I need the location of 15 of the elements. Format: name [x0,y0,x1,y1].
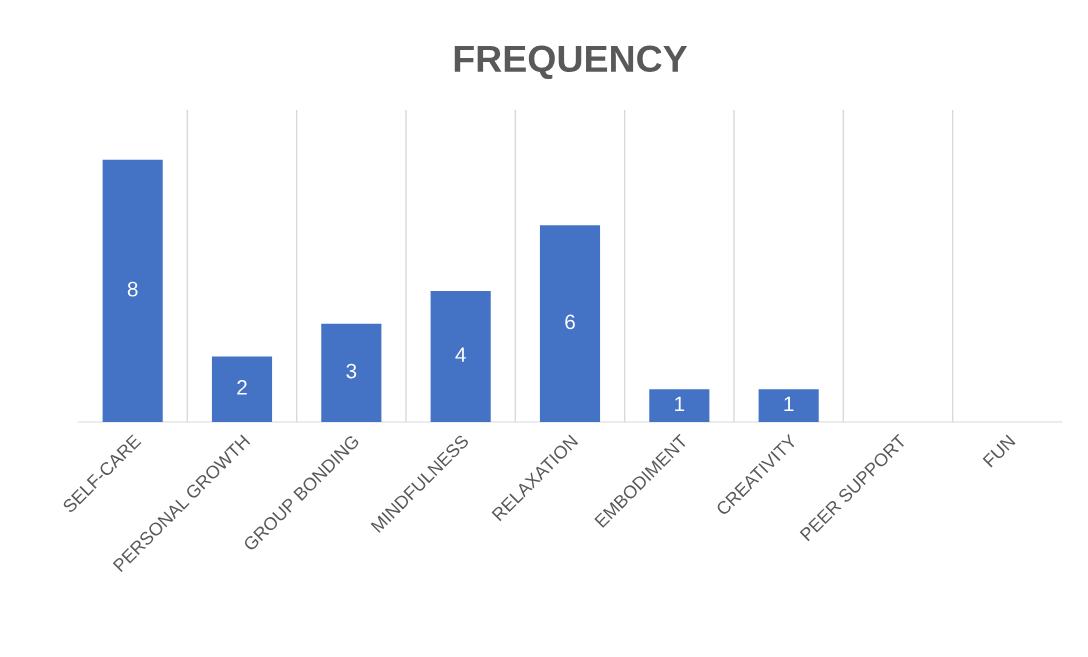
data-label: 2 [237,380,247,395]
bar [649,389,710,422]
data-label: 3 [346,363,357,379]
data-label: 1 [784,396,794,411]
data-label: 1 [675,396,685,411]
bar [758,389,819,422]
bar [211,356,273,422]
bar [321,323,382,422]
bar [539,225,601,422]
data-label: 6 [565,314,575,330]
data-label: 8 [127,281,138,297]
chart-title: FREQUENCY [454,45,688,80]
data-label: 4 [455,347,466,362]
bar [102,159,163,422]
bar [430,290,491,422]
